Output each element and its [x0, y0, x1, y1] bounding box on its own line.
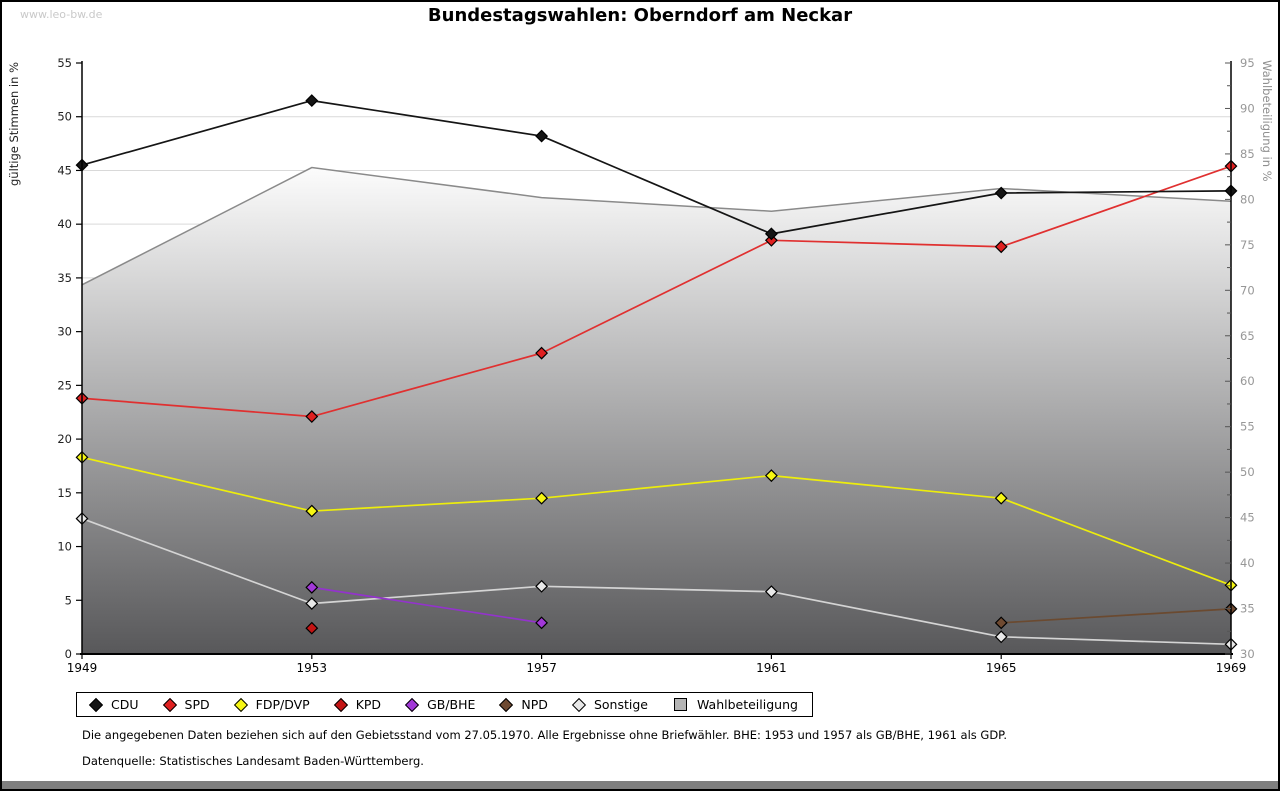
svg-text:35: 35	[1240, 602, 1255, 616]
legend-label: GB/BHE	[427, 697, 476, 712]
svg-text:10: 10	[57, 540, 72, 554]
svg-text:65: 65	[1240, 329, 1255, 343]
legend-item-sonstige: Sonstige	[571, 697, 648, 712]
svg-text:60: 60	[1240, 374, 1255, 388]
svg-text:35: 35	[57, 271, 72, 285]
legend-item-spd: SPD	[162, 697, 210, 712]
page-title: Bundestagswahlen: Oberndorf am Neckar	[427, 5, 853, 26]
legend-square-marker	[673, 698, 687, 711]
legend-item-npd: NPD	[499, 697, 548, 712]
svg-text:1953: 1953	[297, 661, 328, 675]
legend-label: Wahlbeteiligung	[696, 697, 798, 712]
footnote-gebietsstand: Die angegebenen Daten beziehen sich auf …	[82, 728, 1007, 742]
svg-text:50: 50	[1240, 465, 1255, 479]
legend-diamond-marker	[333, 697, 348, 712]
svg-text:50: 50	[57, 110, 72, 124]
svg-text:55: 55	[1240, 420, 1255, 434]
bottom-scrollbar[interactable]	[2, 781, 1278, 789]
svg-text:90: 90	[1240, 101, 1255, 115]
svg-text:80: 80	[1240, 192, 1255, 206]
svg-text:30: 30	[57, 325, 72, 339]
watermark: www.leo-bw.de	[20, 8, 103, 21]
legend-diamond-marker	[233, 697, 248, 712]
legend-diamond-marker	[404, 697, 420, 712]
legend-diamond-marker	[571, 697, 587, 712]
legend-item-wahlbeteiligung: Wahlbeteiligung	[673, 697, 798, 712]
svg-text:70: 70	[1240, 283, 1255, 297]
election-line-chart: 0 5 10 15 20 25 30 35 40 45 50 55 30 35 40 45 50 55 60 65 70…	[57, 56, 1255, 675]
left-axis-label: gültige Stimmen in %	[7, 62, 21, 187]
legend-label: KPD	[355, 697, 382, 712]
legend-diamond-marker	[162, 697, 177, 712]
svg-text:30: 30	[1240, 647, 1255, 661]
svg-text:45: 45	[1240, 511, 1255, 525]
svg-text:95: 95	[1240, 56, 1255, 70]
legend-diamond-marker	[499, 697, 514, 712]
svg-text:1957: 1957	[526, 661, 557, 675]
legend-label: Sonstige	[593, 697, 648, 712]
svg-text:85: 85	[1240, 147, 1255, 161]
legend-item-kpd: KPD	[333, 697, 382, 712]
svg-text:1965: 1965	[986, 661, 1017, 675]
svg-text:40: 40	[57, 217, 72, 231]
legend-item-gb-bhe: GB/BHE	[404, 697, 476, 712]
svg-text:40: 40	[1240, 556, 1255, 570]
svg-text:15: 15	[57, 486, 72, 500]
svg-text:0: 0	[65, 647, 72, 661]
legend-item-cdu: CDU	[88, 697, 139, 712]
footnote-datenquelle: Datenquelle: Statistisches Landesamt Bad…	[82, 754, 424, 768]
legend-label: SPD	[184, 697, 210, 712]
legend-label: CDU	[111, 697, 139, 712]
svg-text:1961: 1961	[756, 661, 787, 675]
legend-item-fdp-dvp: FDP/DVP	[233, 697, 310, 712]
legend-label: FDP/DVP	[255, 697, 310, 712]
legend: CDU SPD FDP/DVP KPD GB/BHE NPD Sonstige Wahlbet…	[76, 692, 813, 717]
svg-text:25: 25	[57, 378, 72, 392]
svg-text:45: 45	[57, 163, 72, 177]
svg-text:1949: 1949	[67, 661, 98, 675]
svg-text:1969: 1969	[1216, 661, 1247, 675]
svg-text:55: 55	[57, 56, 72, 70]
svg-text:75: 75	[1240, 238, 1255, 252]
legend-diamond-marker	[88, 697, 104, 712]
legend-label: NPD	[521, 697, 548, 712]
svg-text:20: 20	[57, 432, 72, 446]
svg-text:5: 5	[65, 593, 72, 607]
right-axis-label: Wahlbeteiligung in %	[1260, 60, 1274, 182]
